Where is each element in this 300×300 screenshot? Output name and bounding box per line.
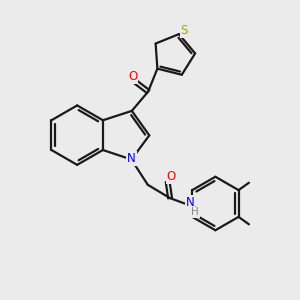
Text: O: O	[167, 170, 176, 183]
Text: O: O	[128, 70, 137, 83]
Text: N: N	[127, 152, 136, 165]
Text: H: H	[191, 207, 199, 218]
Text: N: N	[186, 196, 194, 209]
Text: S: S	[181, 24, 188, 37]
